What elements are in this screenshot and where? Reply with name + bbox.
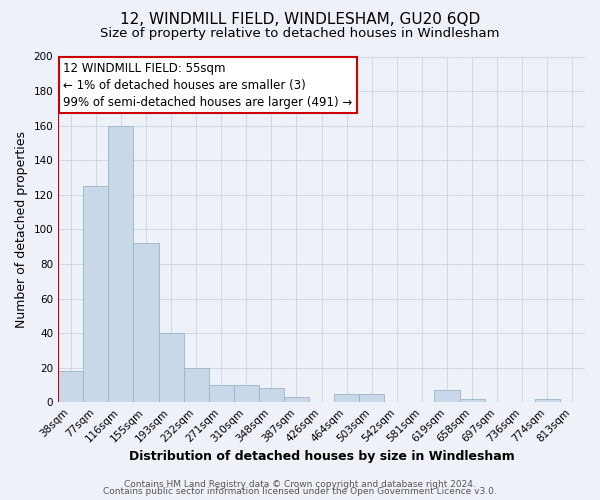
- Bar: [334, 394, 359, 402]
- Bar: [359, 394, 385, 402]
- Bar: [133, 243, 158, 402]
- Text: 12 WINDMILL FIELD: 55sqm
← 1% of detached houses are smaller (3)
99% of semi-det: 12 WINDMILL FIELD: 55sqm ← 1% of detache…: [64, 62, 353, 108]
- Y-axis label: Number of detached properties: Number of detached properties: [15, 131, 28, 328]
- Text: Contains public sector information licensed under the Open Government Licence v3: Contains public sector information licen…: [103, 487, 497, 496]
- Bar: [535, 399, 560, 402]
- Bar: [209, 385, 234, 402]
- Bar: [58, 371, 83, 402]
- Bar: [83, 186, 109, 402]
- Bar: [109, 126, 133, 402]
- Bar: [158, 333, 184, 402]
- Bar: [460, 399, 485, 402]
- Text: 12, WINDMILL FIELD, WINDLESHAM, GU20 6QD: 12, WINDMILL FIELD, WINDLESHAM, GU20 6QD: [120, 12, 480, 28]
- Bar: [184, 368, 209, 402]
- Bar: [434, 390, 460, 402]
- Bar: [234, 385, 259, 402]
- Text: Size of property relative to detached houses in Windlesham: Size of property relative to detached ho…: [100, 28, 500, 40]
- X-axis label: Distribution of detached houses by size in Windlesham: Distribution of detached houses by size …: [129, 450, 514, 462]
- Bar: [259, 388, 284, 402]
- Text: Contains HM Land Registry data © Crown copyright and database right 2024.: Contains HM Land Registry data © Crown c…: [124, 480, 476, 489]
- Bar: [284, 397, 309, 402]
